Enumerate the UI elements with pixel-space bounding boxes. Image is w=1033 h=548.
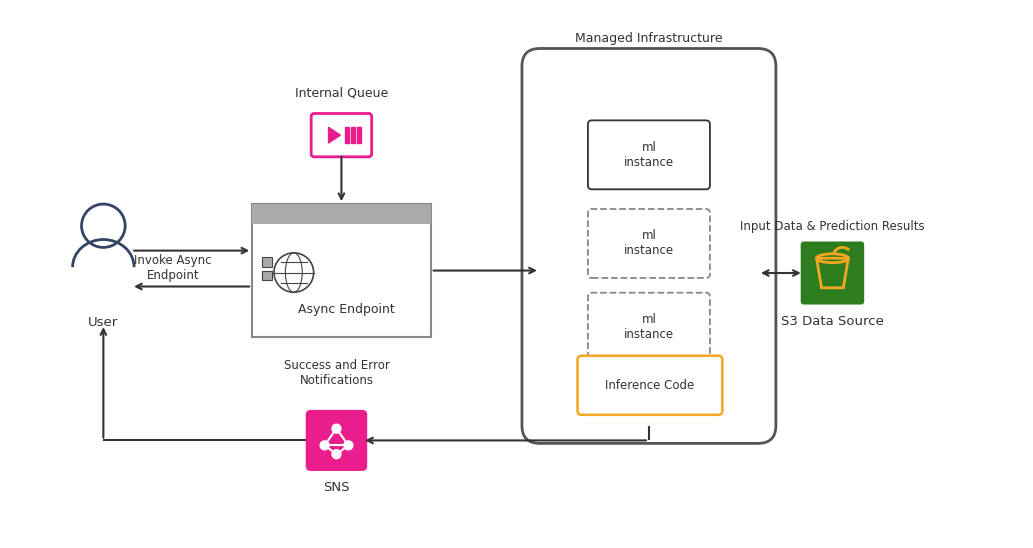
Text: User: User xyxy=(88,316,119,329)
Bar xyxy=(252,204,431,337)
Bar xyxy=(345,127,349,143)
Text: Input Data & Prediction Results: Input Data & Prediction Results xyxy=(740,220,925,233)
Text: ml
instance: ml instance xyxy=(624,313,674,341)
FancyBboxPatch shape xyxy=(306,410,367,471)
Text: Success and Error
Notifications: Success and Error Notifications xyxy=(283,359,389,387)
Text: S3 Data Source: S3 Data Source xyxy=(781,315,884,328)
Text: Invoke Async
Endpoint: Invoke Async Endpoint xyxy=(134,254,212,282)
Circle shape xyxy=(344,441,353,450)
FancyBboxPatch shape xyxy=(588,293,710,362)
Text: ml
instance: ml instance xyxy=(624,230,674,258)
Circle shape xyxy=(332,424,341,433)
Text: Inference Code: Inference Code xyxy=(605,379,694,392)
Text: Async Endpoint: Async Endpoint xyxy=(298,303,395,316)
Circle shape xyxy=(320,441,330,450)
Text: ml
instance: ml instance xyxy=(624,141,674,169)
Text: Internal Queue: Internal Queue xyxy=(294,87,388,100)
Circle shape xyxy=(332,450,341,459)
Text: SNS: SNS xyxy=(323,481,350,494)
Bar xyxy=(357,127,362,143)
FancyBboxPatch shape xyxy=(801,242,865,305)
FancyBboxPatch shape xyxy=(311,113,372,157)
FancyBboxPatch shape xyxy=(522,48,776,443)
FancyBboxPatch shape xyxy=(588,121,710,189)
Bar xyxy=(262,271,272,281)
Text: Managed Infrastructure: Managed Infrastructure xyxy=(575,32,723,44)
Bar xyxy=(252,204,431,224)
FancyBboxPatch shape xyxy=(577,356,722,415)
Polygon shape xyxy=(328,127,341,143)
Bar xyxy=(351,127,355,143)
FancyBboxPatch shape xyxy=(588,209,710,278)
Bar xyxy=(262,257,272,267)
